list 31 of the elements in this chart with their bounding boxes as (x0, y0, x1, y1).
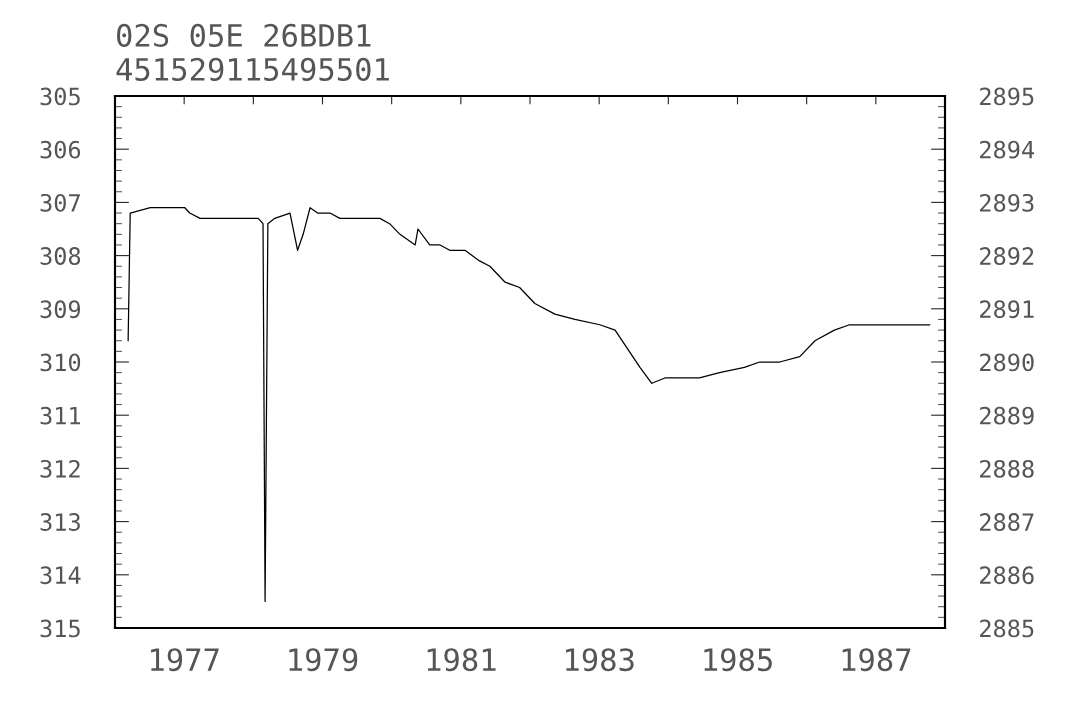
y-tick-label: 309 (40, 300, 81, 319)
x-tick-label: 1983 (566, 648, 634, 672)
y-tick-label: 312 (40, 459, 80, 478)
x-tick-label: 1977 (151, 648, 219, 672)
y2-tick-label: 2891 (980, 300, 1034, 319)
y-tick-label: 314 (40, 566, 81, 585)
x-tick-label: 1979 (289, 648, 358, 672)
y2-tick-label: 2894 (980, 140, 1035, 159)
x-tick-label: 1987 (842, 648, 911, 672)
y2-tick-label: 2890 (980, 353, 1034, 372)
y2-tick-label: 2895 (980, 87, 1034, 106)
y2-tick-label: 2893 (980, 193, 1034, 212)
y2-tick-label: 2885 (980, 619, 1034, 638)
y-tick-label: 310 (40, 353, 81, 372)
x-tick-label: 1981 (427, 648, 496, 672)
x-tick-label: 1985 (704, 648, 772, 672)
chart-subtitle: 451529115495501 (116, 57, 389, 81)
y-tick-label: 306 (40, 140, 81, 159)
y2-tick-label: 2887 (980, 513, 1034, 531)
chart-title: 02S 05E 26BDB1 (116, 23, 371, 47)
y-tick-label: 308 (40, 247, 81, 265)
y-tick-label: 315 (40, 619, 80, 638)
y2-tick-label: 2889 (980, 406, 1034, 425)
y2-tick-label: 2886 (980, 566, 1034, 585)
line-series (127, 207, 931, 603)
y-tick-label: 305 (40, 87, 80, 106)
y-tick-label: 311 (40, 406, 81, 425)
y2-tick-label: 2892 (980, 247, 1034, 265)
y2-tick-label: 2888 (980, 459, 1034, 478)
y-tick-label: 313 (40, 513, 80, 531)
y-tick-label: 307 (40, 193, 80, 212)
